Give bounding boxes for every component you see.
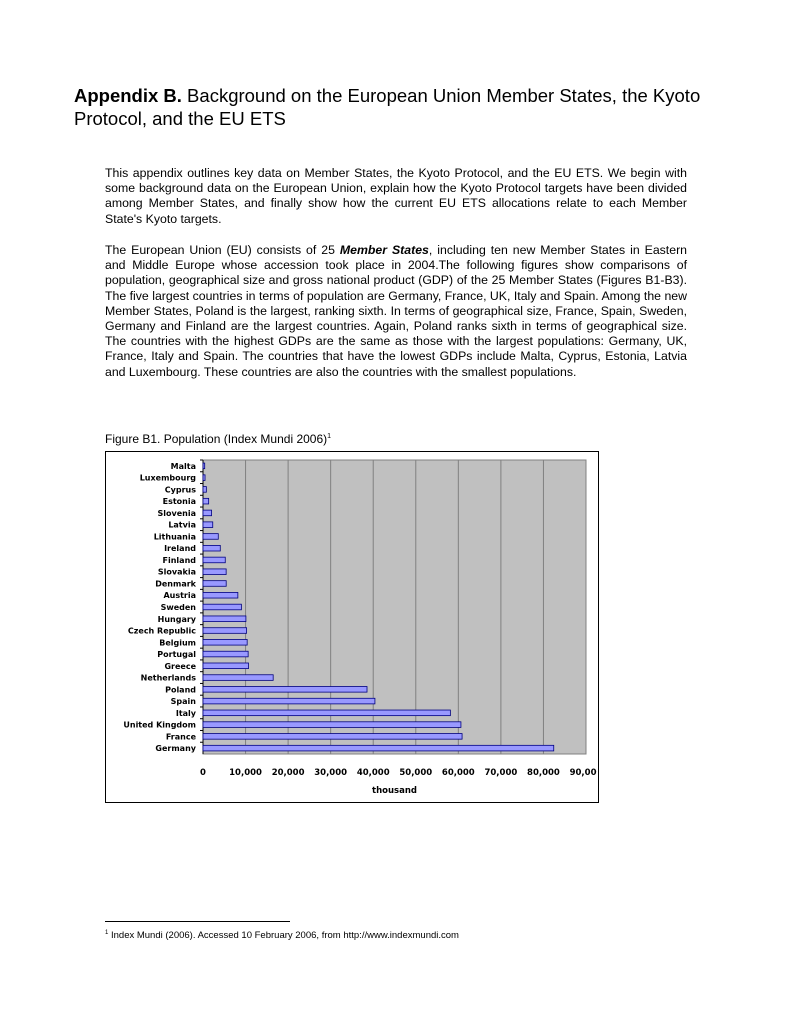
bar-czech-republic: [202, 627, 247, 634]
x-axis-label: thousand: [372, 786, 417, 796]
y-tick-label: Belgium: [159, 638, 196, 647]
bar-poland: [202, 686, 368, 693]
x-tick-label: 50,000: [399, 768, 432, 778]
bar-finland: [202, 556, 226, 564]
bar-portugal: [202, 650, 249, 658]
bar-greece: [202, 662, 249, 669]
y-tick-label: Luxembourg: [140, 474, 197, 483]
y-tick-label: Spain: [171, 697, 197, 706]
y-tick-label: Slovakia: [158, 568, 196, 577]
appendix-label: Appendix B.: [74, 85, 182, 106]
bar-belgium: [202, 639, 248, 646]
bar-france: [202, 733, 463, 740]
y-tick-label: Slovenia: [158, 509, 196, 518]
bar-denmark: [202, 580, 227, 587]
bar-luxembourg: [202, 474, 206, 481]
bar-slovakia: [202, 568, 227, 575]
y-tick-label: Sweden: [161, 603, 197, 612]
y-tick-label: Greece: [164, 662, 196, 671]
text: The European Union (EU) consists of 25: [105, 243, 340, 257]
y-tick-label: Germany: [155, 744, 196, 753]
y-tick-label: Latvia: [168, 521, 196, 530]
bar-malta: [202, 462, 206, 470]
footnote: 1 Index Mundi (2006). Accessed 10 Februa…: [105, 930, 459, 941]
bar-slovenia: [202, 509, 212, 517]
footnote-ref: 1: [327, 433, 332, 440]
y-tick-label: Estonia: [163, 497, 196, 506]
footnote-text: Index Mundi (2006). Accessed 10 February…: [108, 930, 459, 942]
x-tick-label: 60,000: [442, 768, 475, 778]
bar-italy: [202, 709, 451, 717]
title-text: Background on the European Union Member …: [74, 85, 701, 129]
bar-united-kingdom: [202, 721, 462, 728]
member-states-paragraph: The European Union (EU) consists of 25 M…: [105, 243, 687, 380]
bar-lithuania: [202, 533, 219, 540]
y-tick-label: Denmark: [155, 579, 196, 588]
plot-area: [202, 459, 587, 755]
x-tick-label: 90,000: [570, 768, 597, 778]
y-tick-label: United Kingdom: [123, 721, 196, 730]
bar-estonia: [202, 497, 210, 505]
x-tick-label: 0: [200, 768, 206, 778]
bar-cyprus: [202, 486, 207, 493]
x-tick-label: 20,000: [272, 768, 305, 778]
y-tick-label: France: [166, 732, 197, 741]
y-tick-label: Czech Republic: [128, 627, 196, 636]
y-tick-label: Finland: [163, 556, 197, 565]
y-tick-label: Ireland: [164, 544, 196, 553]
text: , including ten new Member States in Eas…: [105, 243, 687, 379]
bar-latvia: [202, 521, 214, 528]
bar-ireland: [202, 545, 221, 552]
intro-paragraph: This appendix outlines key data on Membe…: [105, 166, 687, 226]
y-tick-label: Austria: [163, 591, 196, 600]
y-tick-label: Hungary: [158, 615, 197, 624]
footnote-divider: [105, 921, 290, 922]
footnote-marker: 1: [105, 930, 109, 936]
emphasis-text: Member States: [339, 243, 429, 257]
x-tick-label: 10,000: [229, 768, 262, 778]
y-tick-label: Portugal: [157, 650, 196, 659]
y-tick-label: Italy: [176, 709, 197, 718]
bar-spain: [202, 697, 376, 705]
bar-hungary: [202, 615, 247, 622]
page-title: Appendix B. Background on the European U…: [74, 84, 714, 130]
population-chart: 0 10,000 20,000 30,000 40,000 50,000 60,000 70,…: [105, 451, 602, 803]
y-tick-label: Netherlands: [141, 674, 197, 683]
y-tick-label: Cyprus: [165, 485, 196, 494]
bar-austria: [202, 592, 239, 599]
x-tick-label: 80,000: [527, 768, 560, 778]
chart-svg: 0 10,000 20,000 30,000 40,000 50,000 60,000 70,…: [123, 459, 602, 796]
figure-caption: Figure B1. Population (Index Mundi 2006)…: [105, 432, 331, 446]
y-tick-label: Poland: [165, 685, 196, 694]
x-tick-label: 30,000: [314, 768, 347, 778]
y-tick-label: Malta: [171, 462, 196, 471]
bar-sweden: [202, 603, 242, 611]
caption-text: Figure B1. Population (Index Mundi 2006): [105, 432, 328, 446]
x-tick-label: 70,000: [484, 768, 517, 778]
y-tick-label: Lithuania: [154, 532, 196, 541]
x-tick-label: 40,000: [357, 768, 390, 778]
bar-netherlands: [202, 674, 274, 681]
bar-germany: [202, 744, 555, 752]
